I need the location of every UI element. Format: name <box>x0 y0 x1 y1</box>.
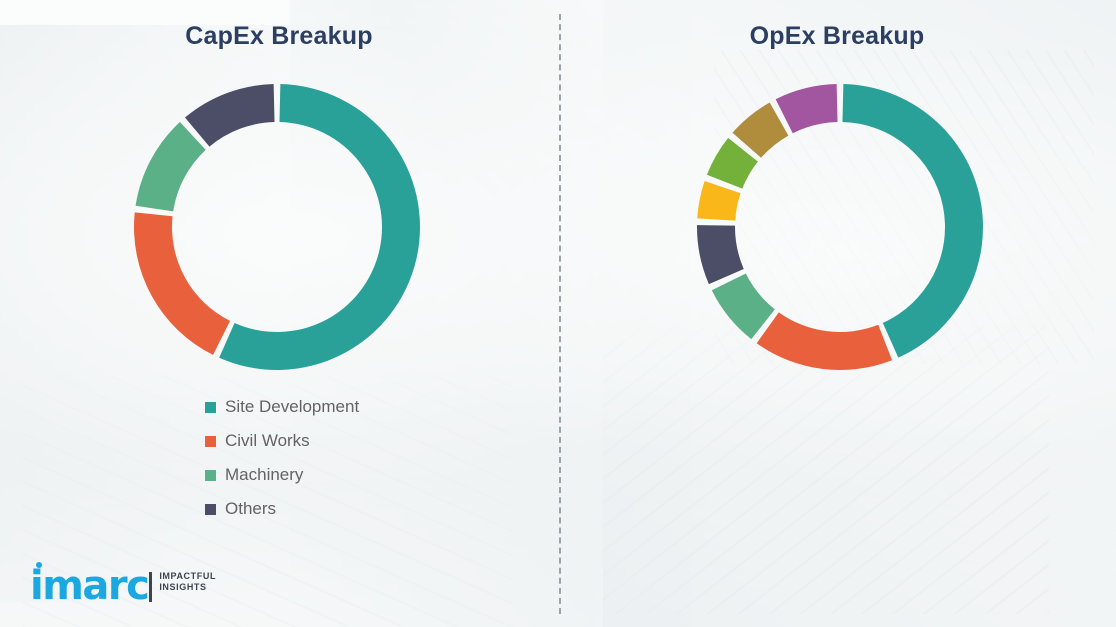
capex-panel: CapEx Breakup Site Development: 57%Civil… <box>127 22 427 526</box>
logo-tagline-line1: IMPACTFUL <box>159 570 217 581</box>
legend-item-label: Others <box>225 499 277 518</box>
legend-swatch-icon <box>205 503 216 515</box>
opex-slices: Raw Materials: 43.7%Salaries and Wages: … <box>697 84 983 370</box>
donut-slice[interactable]: Overheads: 5.5% <box>706 137 758 189</box>
panel-divider <box>559 14 561 614</box>
donut-slice[interactable]: Depreciation: 6.1% <box>732 102 789 158</box>
legend-item[interactable]: Machinery <box>205 458 359 492</box>
donut-slice[interactable]: Others: 11.5% <box>184 84 275 147</box>
imarc-logo: imarc IMPACTFUL INSIGHTS <box>30 562 216 609</box>
opex-title: OpEx Breakup <box>749 22 925 50</box>
donut-slice[interactable]: Salaries and Wages: 16.6% <box>756 312 893 370</box>
logo-wordmark: imarc <box>30 563 150 609</box>
donut-slice[interactable]: Machinery: 11.5% <box>135 121 206 212</box>
donut-slice[interactable]: Raw Materials: 43.7% <box>842 84 983 358</box>
donut-slice[interactable]: Site Development: 57% <box>219 84 421 370</box>
donut-slice[interactable]: Transportation: 5% <box>697 181 741 221</box>
logo-divider-bar <box>149 572 153 602</box>
legend-item[interactable]: Site Development <box>205 390 359 424</box>
legend-item-label: Civil Works <box>225 431 310 450</box>
capex-legend: Site Development Civil Works Machinery Othe… <box>205 390 359 526</box>
logo-tagline-line2: INSIGHTS <box>159 581 207 592</box>
capex-donut-svg: Site Development: 57%Civil Works: 20%Mac… <box>134 84 421 370</box>
opex-donut-svg: Raw Materials: 43.7%Salaries and Wages: … <box>697 84 983 370</box>
donut-slice[interactable]: Others: 7.8% <box>775 84 838 134</box>
donut-slice[interactable]: Taxes: 7.8% <box>711 273 775 340</box>
donut-slice[interactable]: Civil Works: 20% <box>134 212 231 355</box>
opex-panel: OpEx Breakup Raw Materials: 43.7%Salarie… <box>558 0 1116 627</box>
opex-donut-chart: Raw Materials: 43.7%Salaries and Wages: … <box>690 77 990 377</box>
donut-slice[interactable]: Utility: 7.5% <box>697 225 744 285</box>
logo-dot-icon <box>36 562 42 568</box>
legend-item-label: Site Development <box>225 397 360 416</box>
legend-item[interactable]: Others <box>205 492 359 526</box>
legend-swatch-icon <box>205 469 216 481</box>
logo-tagline: IMPACTFUL INSIGHTS <box>159 571 216 593</box>
capex-donut-chart: Site Development: 57%Civil Works: 20%Mac… <box>127 77 427 377</box>
capex-slices: Site Development: 57%Civil Works: 20%Mac… <box>134 84 421 370</box>
legend-item-label: Machinery <box>225 465 304 484</box>
legend-swatch-icon <box>205 401 216 413</box>
capex-title: CapEx Breakup <box>185 22 373 50</box>
logo-mark: imarc <box>30 562 150 609</box>
legend-item[interactable]: Civil Works <box>205 424 359 458</box>
legend-swatch-icon <box>205 435 216 447</box>
